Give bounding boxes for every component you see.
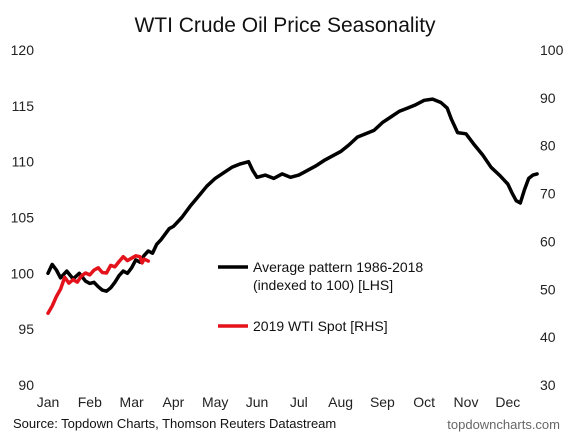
right-tick-label: 70 bbox=[540, 186, 556, 202]
left-tick-label: 120 bbox=[11, 42, 35, 58]
series-layer bbox=[46, 97, 539, 315]
series-line-average-pattern bbox=[46, 97, 539, 293]
source-note: Source: Topdown Charts, Thomson Reuters … bbox=[13, 416, 336, 431]
x-tick-label: May bbox=[202, 394, 228, 410]
left-tick-label: 95 bbox=[18, 321, 34, 337]
x-tick-label: Jan bbox=[37, 394, 60, 410]
x-tick-label: Jun bbox=[246, 394, 269, 410]
left-tick-label: 110 bbox=[12, 154, 35, 170]
x-tick-label: Mar bbox=[120, 394, 144, 410]
right-tick-label: 40 bbox=[540, 329, 556, 345]
right-tick-label: 80 bbox=[540, 138, 556, 154]
right-tick-label: 30 bbox=[540, 377, 556, 393]
x-tick-label: Nov bbox=[454, 394, 479, 410]
legend-label-average-line2: (indexed to 100) [LHS] bbox=[253, 277, 393, 293]
left-tick-label: 100 bbox=[11, 265, 35, 281]
right-tick-label: 50 bbox=[540, 281, 556, 297]
x-tick-label: Jul bbox=[290, 394, 308, 410]
right-tick-label: 100 bbox=[540, 42, 564, 58]
x-tick-label: Aug bbox=[328, 394, 353, 410]
right-tick-label: 60 bbox=[540, 233, 556, 249]
left-axis-ticks: 90 95 100 105 110 115 120 bbox=[11, 42, 35, 393]
x-tick-label: Dec bbox=[495, 394, 520, 410]
left-tick-label: 115 bbox=[12, 98, 35, 114]
credit-note: topdowncharts.com bbox=[447, 417, 560, 432]
right-axis-ticks: 30 40 50 60 70 80 90 100 bbox=[540, 42, 564, 393]
x-tick-label: Oct bbox=[413, 394, 435, 410]
x-tick-label: Sep bbox=[370, 394, 395, 410]
x-tick-label: Feb bbox=[78, 394, 102, 410]
left-tick-label: 90 bbox=[18, 377, 34, 393]
right-tick-label: 90 bbox=[540, 90, 556, 106]
series-line-2019-wti-spot bbox=[46, 254, 151, 315]
left-tick-label: 105 bbox=[11, 210, 35, 226]
x-axis-ticks: Jan Feb Mar Apr May Jun Jul Aug Sep Oct Nov Dec bbox=[37, 394, 521, 410]
chart-title: WTI Crude Oil Price Seasonality bbox=[134, 14, 436, 37]
legend-label-2019: 2019 WTI Spot [RHS] bbox=[253, 318, 388, 334]
x-tick-label: Apr bbox=[163, 394, 185, 410]
legend: Average pattern 1986-2018 (indexed to 10… bbox=[218, 259, 423, 334]
legend-label-average-line1: Average pattern 1986-2018 bbox=[253, 259, 423, 275]
